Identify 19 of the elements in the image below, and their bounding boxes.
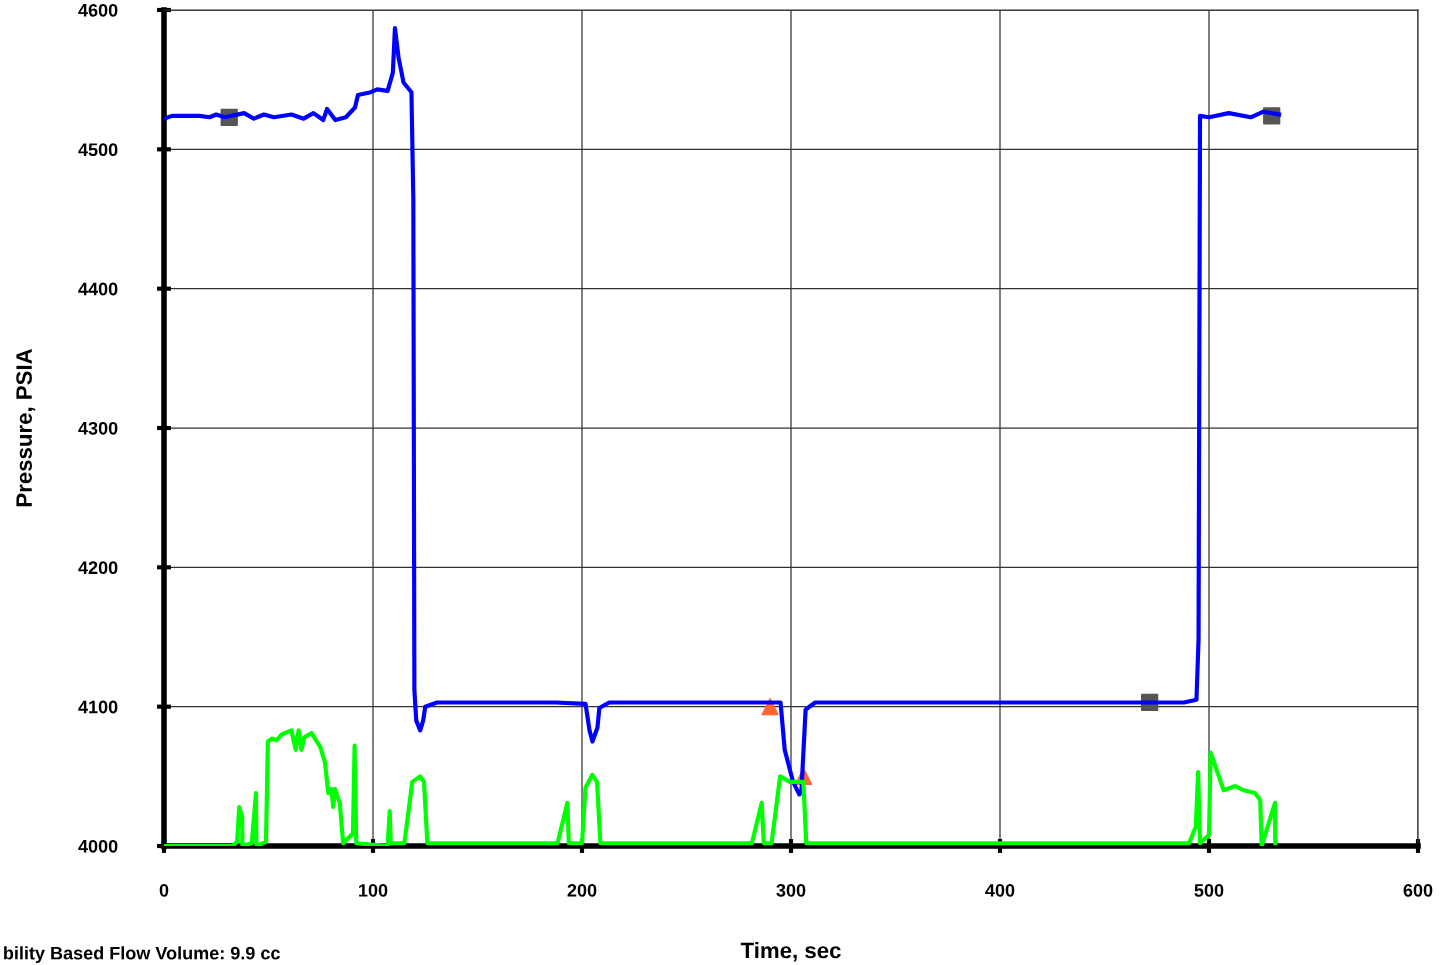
x-axis-title: Time, sec — [740, 942, 841, 962]
x-tick-label: 100 — [359, 883, 388, 897]
y-tick-label: 4100 — [78, 700, 118, 714]
y-tick-label: 4000 — [78, 839, 118, 853]
y-tick-label: 4500 — [78, 143, 118, 157]
x-tick-label: 300 — [776, 883, 806, 897]
x-tick-label: 500 — [1194, 883, 1224, 897]
y-tick-label: 4400 — [78, 282, 118, 296]
x-tick-label: 200 — [567, 883, 597, 897]
y-tick-label: 4200 — [78, 561, 118, 575]
line-series — [164, 728, 1278, 846]
x-tick-label: 600 — [1403, 883, 1433, 897]
line-series — [164, 26, 1282, 797]
x-tick-label: 0 — [159, 883, 169, 897]
y-tick-label: 4600 — [78, 3, 118, 17]
y-tick-label: 4300 — [78, 421, 118, 435]
y-axis-title: Pressure, PSIA — [16, 348, 36, 507]
text: bility Based Flow Volume: 9.9 cc — [4, 946, 280, 964]
x-tick-label: 400 — [985, 883, 1015, 897]
